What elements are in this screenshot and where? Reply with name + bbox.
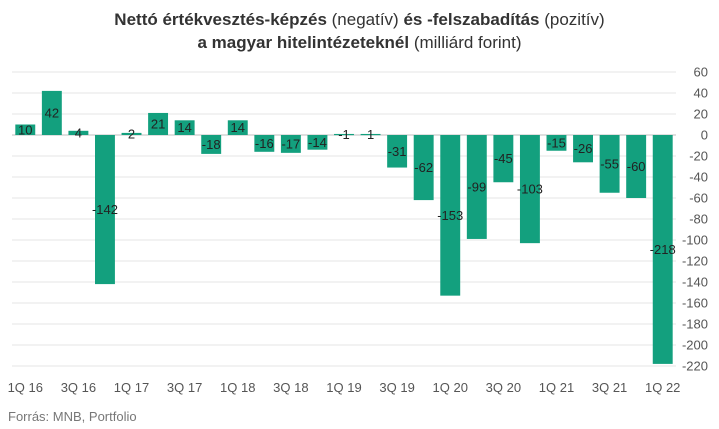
x-tick-label: 1Q 18 — [220, 380, 255, 395]
title-normal-1: (negatív) — [326, 10, 404, 29]
bar-2q-20 — [466, 135, 487, 239]
y-tick-label: -40 — [689, 170, 708, 185]
x-tick-label: 1Q 21 — [539, 380, 574, 395]
x-tick-label: 1Q 20 — [433, 380, 468, 395]
bar-1q-19 — [334, 133, 354, 136]
data-label: -60 — [627, 159, 646, 174]
title-bold-2: és -felszabadítás — [403, 10, 540, 29]
data-label: 21 — [151, 116, 165, 131]
data-label: 14 — [177, 120, 191, 135]
y-tick-label: -60 — [689, 191, 708, 206]
bar-3q-19 — [387, 135, 408, 168]
y-tick-label: -180 — [682, 317, 708, 332]
y-tick-label: -220 — [682, 359, 708, 374]
data-label: 4 — [75, 125, 82, 140]
x-tick-label: 3Q 19 — [379, 380, 414, 395]
data-label: -18 — [202, 137, 221, 152]
y-tick-label: -160 — [682, 296, 708, 311]
bar-3q-21 — [599, 135, 620, 193]
bar-1q-16 — [15, 124, 36, 135]
bars — [15, 90, 673, 364]
bar-1q-22 — [652, 135, 673, 364]
bar-4q-19 — [413, 135, 434, 201]
bar-2q-19 — [360, 133, 381, 136]
bar-3q-16 — [68, 130, 89, 135]
data-label: -99 — [467, 179, 486, 194]
title-bold-3: a magyar hitelintézeteknél — [197, 33, 410, 52]
data-label: -62 — [414, 160, 433, 175]
y-axis: 60 40 20 0 -20 -40 -60 -80 -100 -120 -140 -160 -180 -… — [682, 65, 708, 374]
chart-title: Nettó értékvesztés-képzés (negatív) és -… — [0, 8, 719, 54]
x-tick-label: 1Q 22 — [645, 380, 680, 395]
y-tick-label: 60 — [694, 65, 708, 80]
data-label: -55 — [600, 156, 619, 171]
y-tick-label: 20 — [694, 107, 708, 122]
bar-3q-17 — [174, 120, 195, 135]
title-line-1: Nettó értékvesztés-képzés (negatív) és -… — [0, 8, 719, 31]
data-label: -153 — [437, 208, 463, 223]
bar-4q-17 — [201, 135, 222, 154]
x-tick-label: 3Q 17 — [167, 380, 202, 395]
y-tick-label: -80 — [689, 212, 708, 227]
bar-4q-18 — [307, 135, 328, 150]
data-label: -45 — [494, 151, 513, 166]
bar-3q-20 — [493, 135, 514, 183]
y-tick-label: 40 — [694, 86, 708, 101]
bar-2q-17 — [148, 112, 169, 135]
y-tick-label: -200 — [682, 338, 708, 353]
data-label: 14 — [231, 120, 245, 135]
bar-4q-21 — [626, 135, 647, 198]
bar-2q-21 — [573, 135, 593, 163]
bar-4q-16 — [95, 135, 115, 285]
y-tick-label: -140 — [682, 275, 708, 290]
data-label: -15 — [547, 135, 566, 150]
x-tick-label: 1Q 19 — [326, 380, 361, 395]
title-line-2: a magyar hitelintézeteknél (milliárd for… — [0, 31, 719, 54]
y-tick-label: -20 — [689, 149, 708, 164]
bar-2q-16 — [41, 90, 62, 135]
bar-4q-20 — [519, 135, 540, 244]
data-label: -16 — [255, 136, 274, 151]
data-label: -142 — [92, 202, 118, 217]
data-label: -31 — [388, 144, 407, 159]
bar-3q-18 — [280, 135, 301, 153]
bar-2q-18 — [254, 135, 275, 152]
x-tick-label: 3Q 18 — [273, 380, 308, 395]
data-label: -26 — [574, 141, 593, 156]
bar-1q-18 — [227, 120, 248, 135]
data-label: -103 — [517, 182, 543, 197]
title-normal-3: (milliárd forint) — [409, 33, 522, 52]
data-label: 2 — [128, 126, 135, 141]
data-label: 1 — [367, 127, 374, 142]
x-tick-label: 1Q 16 — [8, 380, 43, 395]
title-normal-2: (pozitív) — [539, 10, 605, 29]
x-tick-label: 3Q 21 — [592, 380, 627, 395]
x-axis: 1Q 16 3Q 16 1Q 17 3Q 17 1Q 18 3Q 18 1Q 19 3Q 19… — [8, 380, 681, 395]
data-label: 42 — [45, 105, 59, 120]
y-tick-label: 0 — [701, 128, 708, 143]
data-label: -218 — [650, 242, 676, 257]
x-tick-label: 3Q 16 — [61, 380, 96, 395]
data-label: -17 — [281, 136, 300, 151]
bar-1q-21 — [546, 135, 567, 151]
bar-1q-17 — [121, 132, 142, 135]
x-tick-label: 1Q 17 — [114, 380, 149, 395]
bar-1q-20 — [440, 135, 461, 296]
source-note: Forrás: MNB, Portfolio — [8, 409, 137, 424]
data-label: -1 — [338, 127, 350, 142]
data-label: -14 — [308, 135, 327, 150]
x-tick-label: 3Q 20 — [486, 380, 521, 395]
data-labels: 10 42 4 -142 2 21 14 -18 14 -16 -17 -14 -1 1 -31 -62 -15… — [18, 105, 676, 257]
title-bold-1: Nettó értékvesztés-képzés — [114, 10, 327, 29]
y-tick-label: -100 — [682, 233, 708, 248]
data-label: 10 — [18, 122, 32, 137]
y-tick-label: -120 — [682, 254, 708, 269]
